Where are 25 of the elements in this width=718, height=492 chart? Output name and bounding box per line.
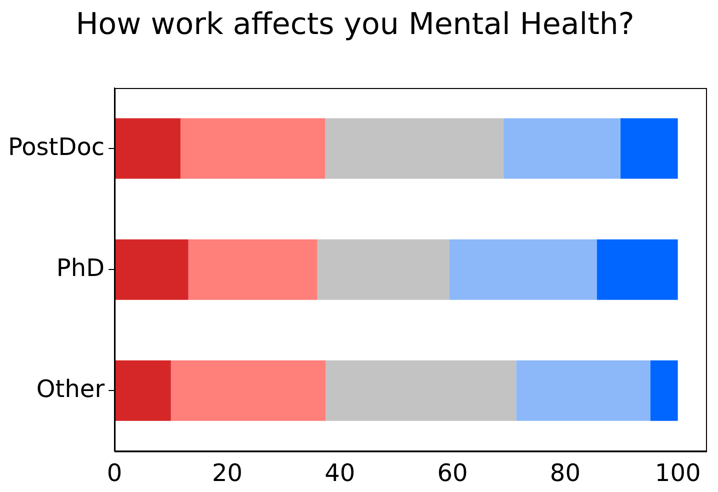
- x-tick-label: 60: [437, 458, 468, 487]
- bar: [180, 118, 326, 179]
- y-tick-label: Other: [36, 374, 105, 403]
- x-tick-label: 0: [106, 458, 122, 487]
- bar: [516, 360, 650, 421]
- bar: [114, 118, 180, 179]
- bar: [114, 239, 188, 300]
- x-tick-label: 40: [324, 458, 356, 487]
- bar: [188, 239, 318, 300]
- x-tick-label: 20: [212, 458, 242, 487]
- y-tick-label: PhD: [56, 254, 105, 282]
- x-tick-label: 80: [550, 458, 580, 487]
- bar: [325, 118, 504, 179]
- bar: [326, 360, 516, 421]
- x-tick-label: 100: [654, 458, 701, 487]
- bar: [114, 360, 171, 421]
- bar: [449, 239, 597, 300]
- bar: [650, 360, 678, 421]
- bar: [503, 118, 620, 179]
- bar: [170, 360, 326, 421]
- bar: [317, 239, 450, 300]
- bar: [620, 118, 678, 179]
- bar: [596, 239, 678, 300]
- chart-title: How work affects you Mental Health?: [76, 6, 634, 42]
- y-tick-label: PostDoc: [8, 132, 105, 161]
